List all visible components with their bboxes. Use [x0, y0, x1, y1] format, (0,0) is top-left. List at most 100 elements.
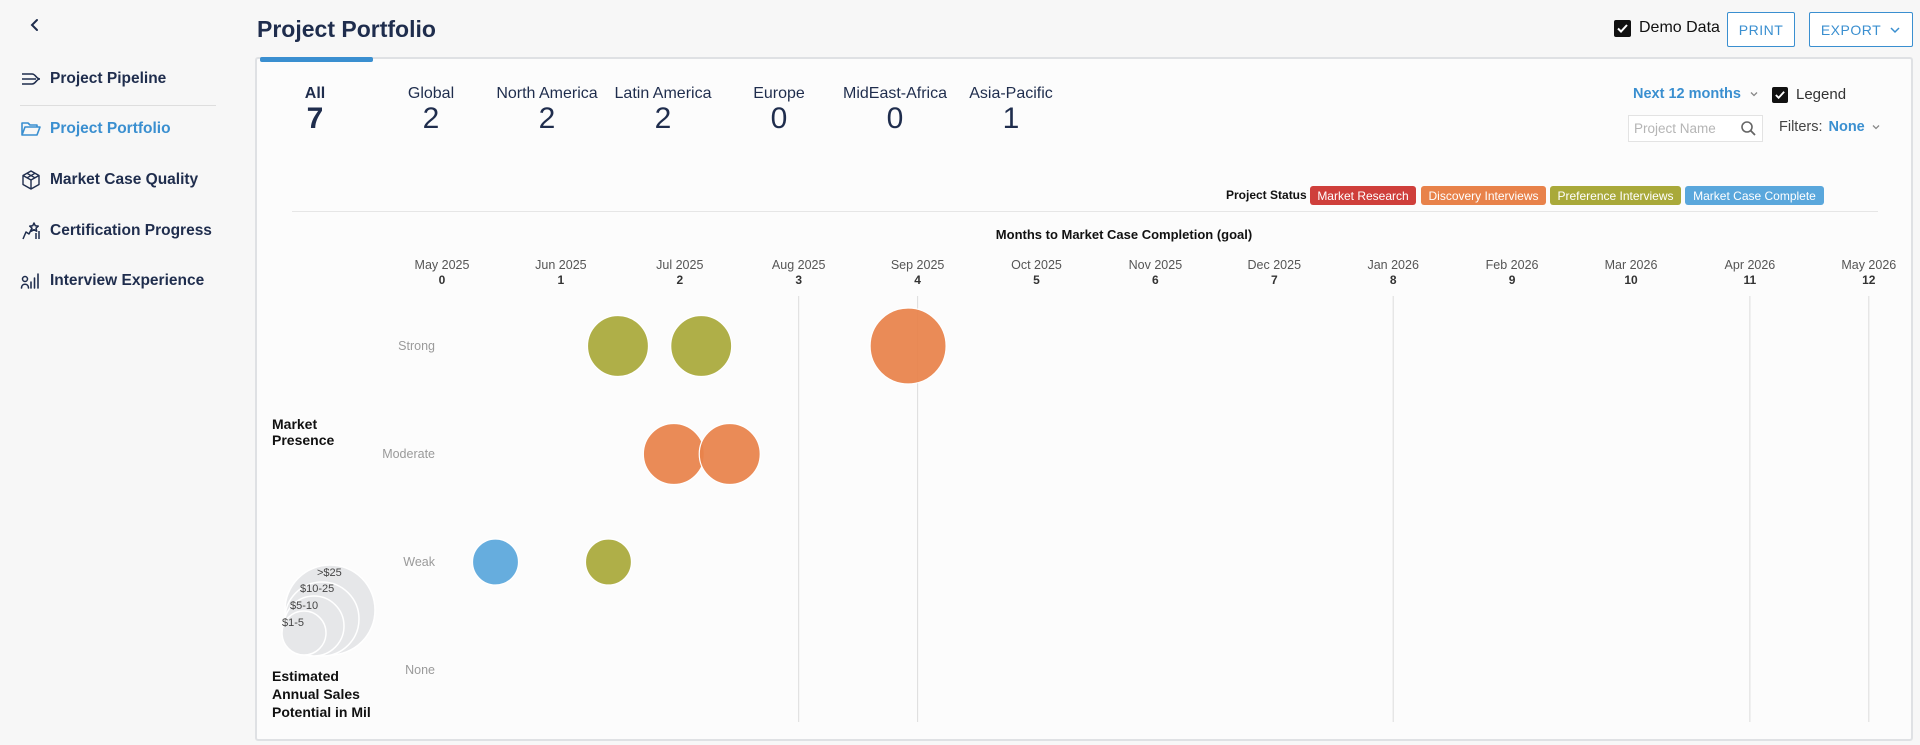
x-tick-month-label: Feb 2026 [1486, 258, 1539, 272]
status-badge-market-case-complete: Market Case Complete [1685, 186, 1824, 205]
sidebar: Project Pipeline Project Portfolio Marke… [0, 0, 230, 745]
x-tick-number-label: 7 [1271, 273, 1278, 287]
project-bubble [642, 422, 705, 486]
tab-count: 1 [1002, 102, 1020, 135]
x-tick-month-label: Nov 2025 [1129, 258, 1183, 272]
size-legend-title: Estimated [272, 668, 339, 684]
chevron-left-icon [30, 19, 38, 31]
legend-label: Legend [1796, 86, 1847, 103]
size-legend-title: Potential in Mil [272, 704, 371, 720]
sidebar-item-market-case-quality[interactable]: Market Case Quality [20, 168, 198, 192]
sidebar-item-certification-progress[interactable]: Certification Progress [20, 219, 212, 243]
x-tick-month-label: Jul 2025 [656, 258, 703, 272]
badge-label: Discovery Interviews [1428, 188, 1539, 203]
status-badge-discovery-interviews: Discovery Interviews [1421, 186, 1546, 205]
sidebar-item-project-portfolio[interactable]: Project Portfolio [20, 117, 171, 141]
tab-label: MidEast-Africa [842, 85, 948, 102]
badge-label: Market Case Complete [1693, 188, 1816, 203]
tab-label: North America [496, 85, 598, 102]
checkmark-icon [1617, 23, 1628, 33]
y-axis-title: Market [272, 416, 317, 432]
badge-label: Market Research [1317, 188, 1409, 203]
size-legend-label: $5-10 [290, 600, 318, 612]
tab-count: 2 [538, 102, 556, 135]
tab-count: 7 [306, 102, 324, 135]
chevron-down-icon [1890, 26, 1900, 33]
y-category-label: Moderate [382, 447, 435, 461]
interview-bars-icon [20, 273, 39, 289]
x-tick-number-label: 9 [1509, 273, 1516, 287]
y-axis-title: Presence [272, 432, 334, 448]
tab-label: Latin America [614, 85, 712, 102]
tab-global[interactable]: Global 2 [408, 85, 454, 135]
x-tick-number-label: 8 [1390, 273, 1397, 287]
filters-value[interactable]: None [1828, 119, 1865, 135]
print-button[interactable]: PRINT [1727, 12, 1795, 47]
y-category-label: Weak [403, 555, 435, 569]
print-label: PRINT [1738, 21, 1784, 38]
tab-asia-pacific[interactable]: Asia-Pacific 1 [969, 85, 1053, 135]
badge-label: Preference Interviews [1557, 188, 1674, 203]
time-range-select[interactable]: Next 12 months [1633, 86, 1759, 102]
x-tick-month-label: Aug 2025 [772, 258, 826, 272]
export-button[interactable]: EXPORT [1809, 12, 1913, 47]
x-tick-number-label: 4 [914, 273, 921, 287]
x-axis-title: Months to Market Case Completion (goal) [996, 227, 1252, 242]
tab-latin-america[interactable]: Latin America 2 [615, 85, 712, 135]
x-tick-number-label: 12 [1862, 273, 1876, 287]
legend-checkbox[interactable] [1772, 86, 1788, 103]
tab-label: Europe [753, 85, 805, 102]
tab-active-indicator [260, 57, 373, 62]
size-legend-label: $1-5 [282, 617, 304, 629]
project-bubble [584, 538, 633, 586]
project-name-input[interactable] [1634, 121, 1740, 136]
size-legend-circle [281, 610, 327, 656]
back-button[interactable] [24, 14, 46, 36]
folder-open-icon [21, 122, 41, 136]
x-tick-number-label: 11 [1744, 273, 1757, 287]
demo-data-label: Demo Data [1639, 19, 1720, 36]
tab-label: All [304, 85, 326, 102]
page-title: Project Portfolio [257, 16, 436, 42]
legend-toggle[interactable]: Legend [1772, 86, 1846, 103]
x-tick-number-label: 2 [676, 273, 683, 287]
project-bubble [586, 314, 650, 378]
tab-mideast-africa[interactable]: MidEast-Africa 0 [843, 85, 947, 135]
sidebar-item-project-pipeline[interactable]: Project Pipeline [20, 67, 166, 91]
tab-count: 2 [422, 102, 440, 135]
sidebar-item-label: Project Portfolio [50, 120, 171, 137]
x-tick-number-label: 0 [439, 273, 446, 287]
sidebar-item-label: Interview Experience [50, 272, 205, 289]
chevron-down-icon[interactable] [1871, 122, 1881, 132]
x-tick-number-label: 10 [1624, 273, 1638, 287]
search-icon[interactable] [1740, 120, 1757, 137]
sidebar-item-label: Project Pipeline [50, 70, 167, 87]
y-category-label: Strong [398, 339, 435, 353]
status-badge-market-research: Market Research [1310, 186, 1416, 205]
certification-icon [22, 222, 40, 240]
portfolio-card [255, 57, 1913, 741]
project-bubble [869, 307, 947, 385]
project-search [1628, 115, 1763, 142]
x-tick-number-label: 5 [1033, 273, 1040, 287]
checkmark-icon [1775, 90, 1785, 99]
y-category-label: None [405, 663, 435, 677]
tab-north-america[interactable]: North America 2 [496, 85, 597, 135]
x-tick-month-label: Mar 2026 [1605, 258, 1658, 272]
demo-data-toggle[interactable]: Demo Data [1614, 19, 1720, 37]
x-tick-number-label: 3 [795, 273, 802, 287]
x-tick-month-label: May 2026 [1841, 258, 1896, 272]
tab-all[interactable]: All 7 [305, 85, 325, 135]
x-tick-month-label: Jan 2026 [1367, 258, 1418, 272]
chevron-down-icon [1750, 92, 1758, 97]
size-legend-label: >$25 [317, 567, 342, 579]
tab-label: Global [407, 85, 455, 102]
demo-data-checkbox[interactable] [1614, 19, 1631, 37]
sidebar-item-interview-experience[interactable]: Interview Experience [20, 269, 204, 293]
project-bubble [670, 314, 733, 378]
x-tick-month-label: May 2025 [415, 258, 470, 272]
x-tick-month-label: Dec 2025 [1248, 258, 1302, 272]
filters-label: Filters: [1779, 119, 1823, 135]
tab-europe[interactable]: Europe 0 [753, 85, 805, 135]
